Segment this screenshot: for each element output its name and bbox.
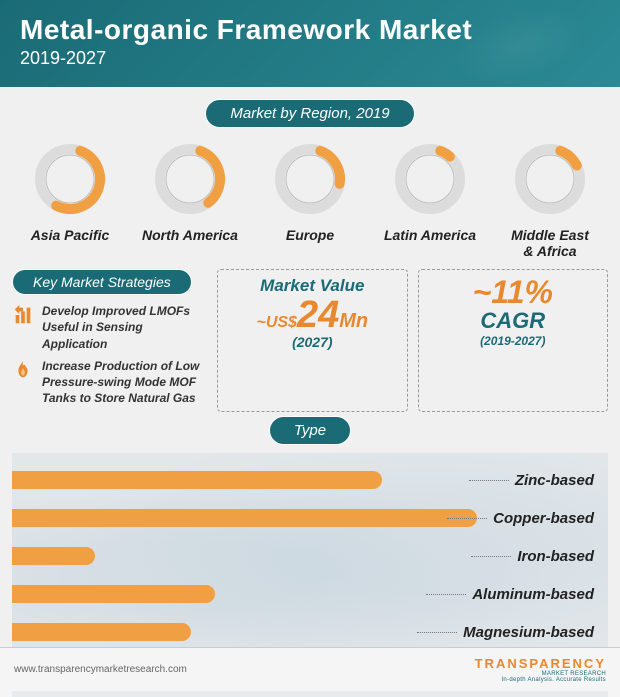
cagr-value: ~11% [429, 276, 597, 308]
market-value-amount: ~US$24Mn [228, 296, 396, 334]
bar-label: Copper-based [493, 510, 608, 527]
region-item: Middle East& Africa [495, 140, 605, 259]
cagr-label: CAGR [429, 308, 597, 334]
bar-row: Copper-based [12, 499, 608, 537]
donut-chart [31, 140, 109, 218]
bar-label: Magnesium-based [463, 624, 608, 641]
bar [12, 547, 95, 565]
bar [12, 585, 215, 603]
bar-row: Aluminum-based [12, 575, 608, 613]
logo-main: TRANSPARENCY [475, 656, 606, 671]
type-badge: Type [269, 416, 351, 445]
flame-icon [12, 359, 34, 381]
strategy-text: Increase Production of Low Pressure-swin… [42, 358, 207, 407]
region-badge: Market by Region, 2019 [205, 99, 414, 128]
logo-sub2: In-depth Analysis. Accurate Results [475, 677, 606, 683]
bar-row: Magnesium-based [12, 613, 608, 651]
bar-label: Zinc-based [515, 472, 608, 489]
mid-row: Key Market Strategies Develop Improved L… [0, 263, 620, 412]
strategy-text: Develop Improved LMOFs Useful in Sensing… [42, 303, 207, 352]
donut-chart [391, 140, 469, 218]
bar [12, 471, 382, 489]
region-item: Latin America [375, 140, 485, 259]
footer-logo: TRANSPARENCY MARKET RESEARCH In-depth An… [475, 656, 606, 683]
market-value-title: Market Value [228, 276, 396, 296]
region-item: Asia Pacific [15, 140, 125, 259]
footer: www.transparencymarketresearch.com TRANS… [0, 647, 620, 691]
mv-year: (2027) [228, 334, 396, 350]
cagr-box: ~11% CAGR (2019-2027) [418, 269, 608, 412]
region-badge-wrap: Market by Region, 2019 [0, 99, 620, 128]
region-label: Europe [255, 227, 365, 243]
donut-chart [271, 140, 349, 218]
cagr-years: (2019-2027) [429, 334, 597, 348]
bar-label: Aluminum-based [472, 586, 608, 603]
region-label: Middle East& Africa [495, 227, 605, 259]
bar [12, 509, 477, 527]
page-title: Metal-organic Framework Market [20, 14, 600, 46]
strategy-item: Develop Improved LMOFs Useful in Sensing… [12, 303, 207, 352]
strategies-panel: Key Market Strategies Develop Improved L… [12, 269, 207, 412]
donut-chart [151, 140, 229, 218]
bar-row: Iron-based [12, 537, 608, 575]
strategies-badge: Key Market Strategies [12, 269, 192, 295]
page-subtitle: 2019-2027 [20, 48, 600, 69]
bar [12, 623, 191, 641]
mv-number: 24 [297, 294, 339, 336]
region-item: North America [135, 140, 245, 259]
bar-label: Iron-based [517, 548, 608, 565]
strategy-list: Develop Improved LMOFs Useful in Sensing… [12, 303, 207, 406]
mv-prefix: ~US$ [256, 314, 296, 331]
footer-url: www.transparencymarketresearch.com [14, 664, 187, 675]
header: Metal-organic Framework Market 2019-2027 [0, 0, 620, 87]
donut-chart [511, 140, 589, 218]
strategy-item: Increase Production of Low Pressure-swin… [12, 358, 207, 407]
building-up-icon [12, 304, 34, 326]
regions-row: Asia Pacific North America Europe Latin … [0, 134, 620, 263]
region-label: North America [135, 227, 245, 243]
mv-unit: Mn [339, 310, 368, 332]
market-value-box: Market Value ~US$24Mn (2027) [217, 269, 407, 412]
bar-row: Zinc-based [12, 461, 608, 499]
region-item: Europe [255, 140, 365, 259]
type-badge-wrap: Type [12, 416, 608, 445]
infographic-container: Metal-organic Framework Market 2019-2027… [0, 0, 620, 691]
region-label: Latin America [375, 227, 485, 243]
region-label: Asia Pacific [15, 227, 125, 243]
